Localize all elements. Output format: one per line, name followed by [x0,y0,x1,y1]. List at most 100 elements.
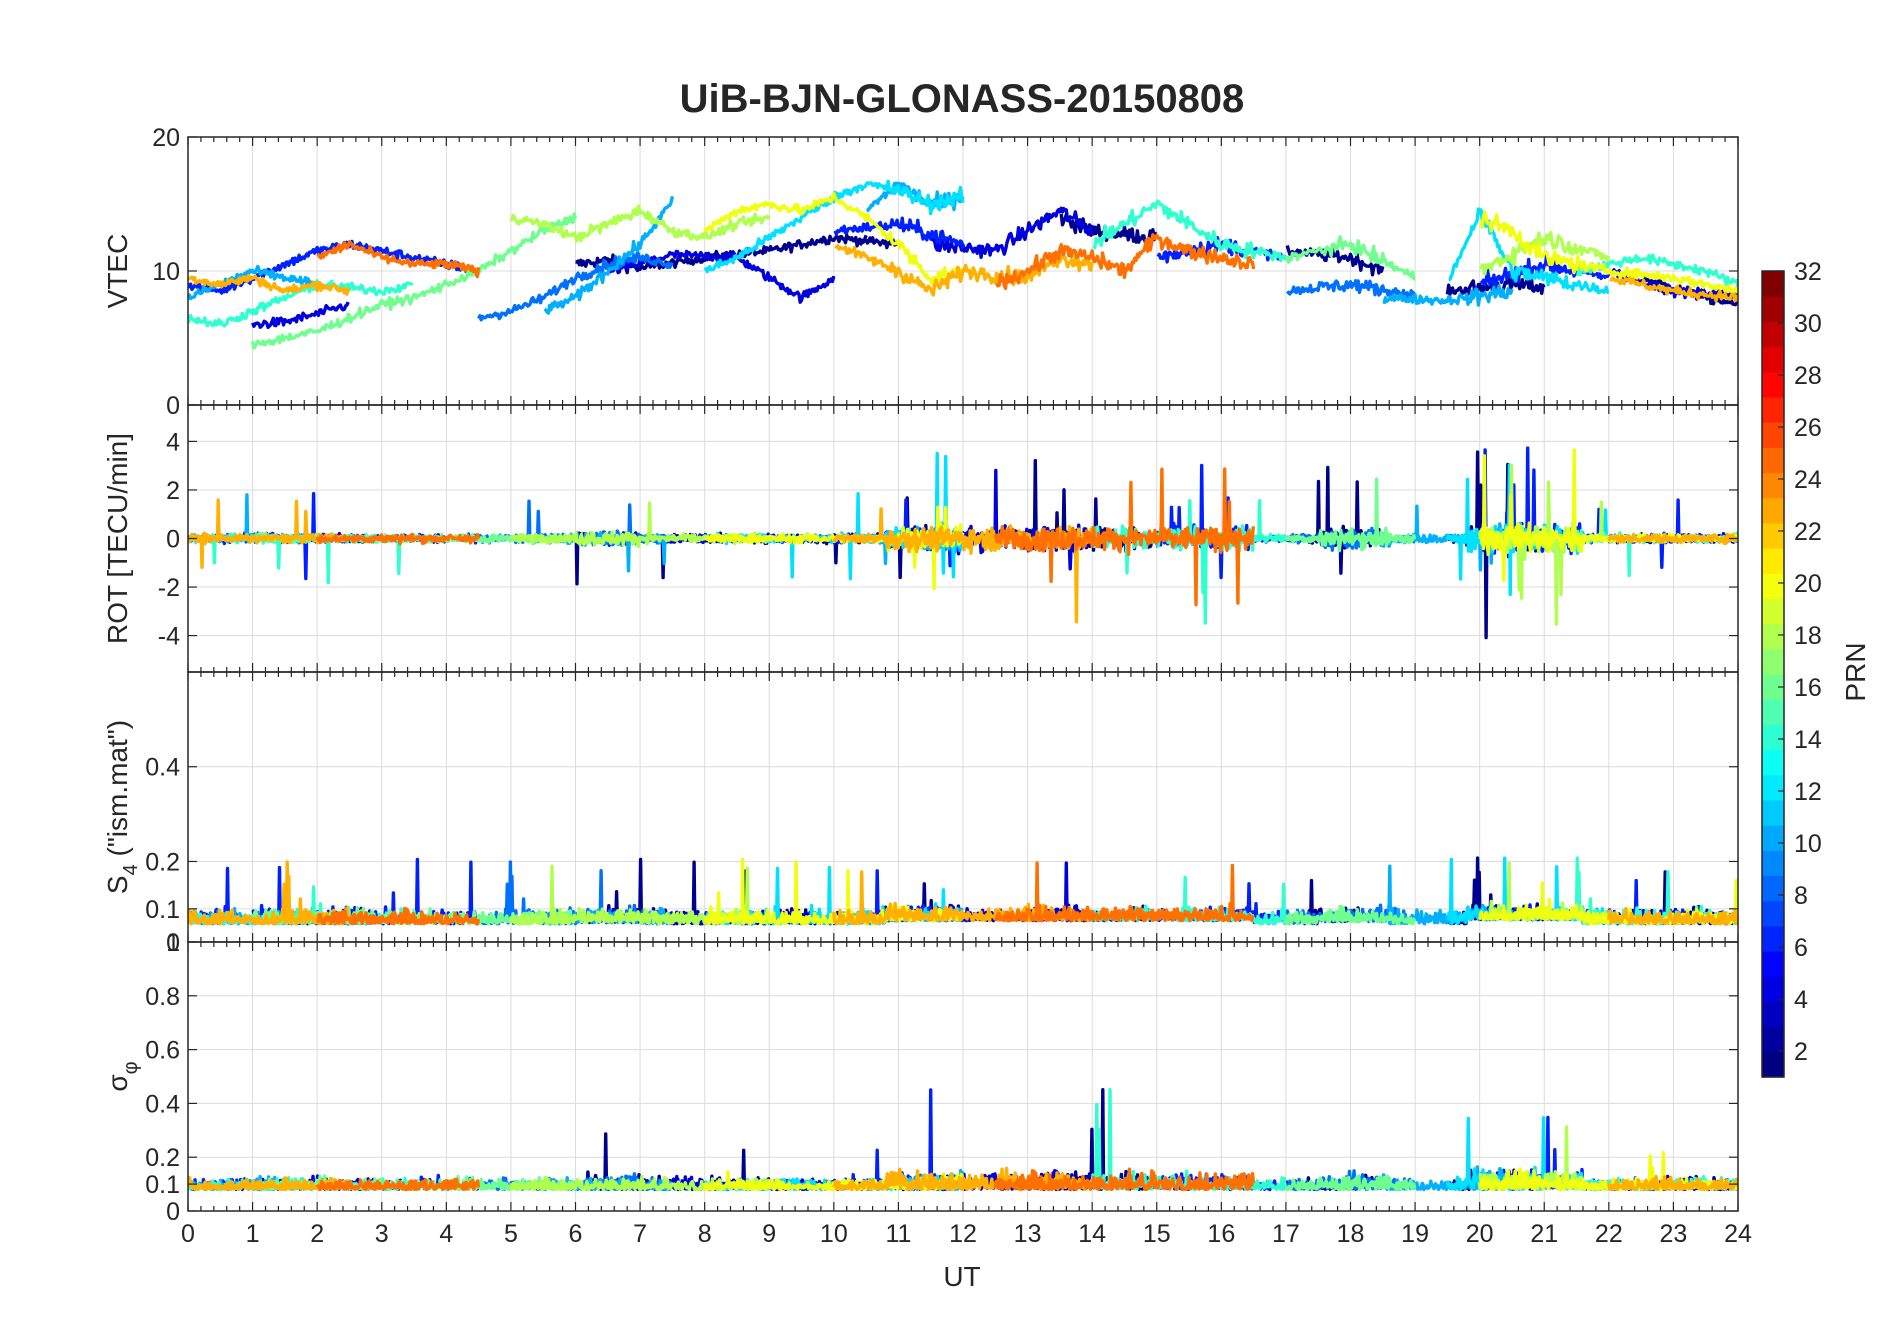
series-prn-12-vtec [703,179,1610,295]
colorbar-tick-label: 10 [1794,830,1822,858]
colorbar-swatch [1762,623,1784,650]
x-tick-label: 15 [1143,1220,1171,1248]
y-tick-label: 0 [166,526,180,554]
y-tick-label: 0.2 [145,848,180,876]
y-axis-label-s4: S4 ("ism.mat") [102,720,142,894]
series-prn-10-vtec [188,181,1514,315]
series-prn-24-sigma [315,1167,1256,1192]
colorbar-tick-label: 6 [1794,934,1808,962]
y-tick-label: 0.1 [145,1171,180,1199]
y-tick-label: 0.8 [145,983,180,1011]
colorbar-swatch [1762,900,1784,927]
chart-title: UiB-BJN-GLONASS-20150808 [680,77,1245,121]
colorbar-swatch [1762,951,1784,977]
y-tick-label: -2 [158,574,180,602]
colorbar-swatch [1762,875,1784,902]
colorbar-swatch [1762,346,1784,373]
colorbar-swatch [1762,976,1784,1003]
series-prn-20-vtec [703,191,1738,295]
colorbar-swatch [1762,648,1784,675]
x-tick-label: 23 [1660,1220,1688,1248]
series-prn-22-vtec [188,244,1738,303]
x-tick-label: 0 [181,1220,195,1248]
series-group [188,856,1738,926]
colorbar-label: PRN [1840,642,1871,701]
colorbar-tick-label: 28 [1794,362,1822,390]
y-tick-label: 1 [166,929,180,957]
colorbar-swatch [1762,371,1784,398]
x-tick-label: 20 [1466,1220,1494,1248]
colorbar-swatch [1762,598,1784,625]
x-tick-label: 8 [698,1220,712,1248]
x-tick-label: 13 [1014,1220,1042,1248]
x-tick-label: 3 [375,1220,389,1248]
y-tick-label: 0.4 [145,1090,180,1118]
series-prn-16-vtec [250,212,1416,350]
x-tick-label: 1 [246,1220,260,1248]
x-tick-label: 12 [949,1220,977,1248]
colorbar-tick-label: 4 [1794,986,1808,1014]
y-tick-label: 0.2 [145,1144,180,1172]
panel-vtec: 0 10 20 VTEC [102,124,1739,420]
colorbar-swatch [1762,1051,1784,1078]
x-tick-label: 6 [569,1220,583,1248]
colorbar-swatch [1762,774,1784,801]
y-axis-label-sigma: σφ [102,1061,142,1091]
colorbar-tick-label: 30 [1794,310,1822,338]
colorbar-swatch [1762,422,1784,448]
colorbar-swatch [1762,724,1784,751]
x-tick-label: 14 [1078,1220,1106,1248]
y-axis-label-vtec: VTEC [102,234,133,309]
x-tick-label: 22 [1595,1220,1623,1248]
x-tick-label: 18 [1337,1220,1365,1248]
series-prn-8-vtec [477,250,1417,322]
x-tick-label: 10 [820,1220,848,1248]
x-tick-label: 2 [310,1220,324,1248]
colorbar-frame [1761,270,1785,1078]
series-group [188,179,1738,350]
y-tick-label: -4 [158,623,180,651]
colorbar-tick-label: 32 [1794,258,1822,286]
panel-s4: 0.1 0.2 0.4S4 ("ism.mat") [102,671,1739,943]
colorbar-swatch [1762,548,1784,574]
y-tick-label: 2 [166,477,180,505]
colorbar-swatch [1762,447,1784,474]
colorbar-tick-label: 16 [1794,674,1822,702]
y-tick-label: 0.6 [145,1037,180,1065]
y-tick-label: 0 [166,1198,180,1226]
x-tick-label: 11 [885,1220,911,1248]
colorbar-swatch [1762,1026,1784,1053]
colorbar-swatch [1762,674,1784,700]
colorbar-swatch [1762,825,1784,851]
x-tick-label: 5 [504,1220,518,1248]
colorbar-swatch [1762,699,1784,725]
colorbar-swatch [1762,925,1784,952]
x-tick-label: 24 [1724,1220,1752,1248]
x-tick-label: 21 [1530,1220,1558,1248]
x-tick-label: 16 [1207,1220,1235,1248]
y-tick-label: 4 [166,428,180,456]
colorbar-tick-label: 2 [1794,1038,1808,1066]
colorbar-swatch [1762,799,1784,826]
x-axis: 0 1 2 3 4 5 6 7 8 9 10 11 12 13 14 15 16 17 18 19 20 21 22 23 24 [181,1220,1752,1248]
y-tick-label: 20 [152,124,180,152]
y-tick-label: 0.1 [145,896,180,924]
panel-rot: -4 -2 0 2 4 ROT [TECU/min] [102,404,1739,673]
series-prn-3-vtec [251,206,1738,330]
colorbar-swatch [1762,749,1784,776]
colorbar-swatch [1762,522,1784,549]
series-prn-24-rot [315,467,1256,607]
colorbar-tick-label: 22 [1794,518,1822,546]
colorbar-tick-label: 20 [1794,570,1822,598]
colorbar-swatch [1762,472,1784,499]
colorbar-tick-label: 18 [1794,622,1822,650]
x-tick-label: 4 [439,1220,453,1248]
x-tick-label: 7 [633,1220,647,1248]
x-tick-label: 19 [1401,1220,1429,1248]
x-tick-label: 17 [1272,1220,1300,1248]
colorbar-swatch [1762,271,1784,297]
colorbar-swatch [1762,321,1784,348]
series-prn-18-vtec [509,204,1611,276]
